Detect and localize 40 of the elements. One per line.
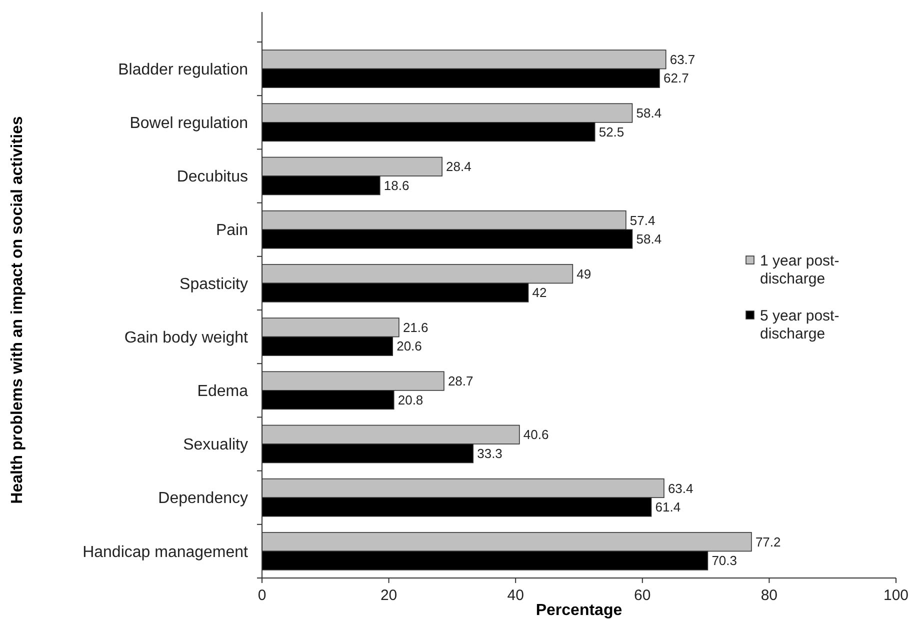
y-axis-title: Health problems with an impact on social activities bbox=[9, 116, 26, 504]
x-tick-label: 20 bbox=[380, 587, 398, 604]
data-label: 28.7 bbox=[448, 374, 474, 389]
x-tick-label: 60 bbox=[634, 587, 651, 604]
data-label: 33.3 bbox=[477, 446, 502, 461]
x-tick-label: 100 bbox=[883, 587, 909, 604]
data-label: 28.4 bbox=[446, 159, 472, 174]
data-label: 20.8 bbox=[398, 392, 424, 408]
data-label: 57.4 bbox=[630, 212, 656, 228]
x-tick-label: 0 bbox=[258, 587, 266, 604]
legend-label: 1 year post-discharge bbox=[760, 252, 840, 288]
data-label: 49 bbox=[576, 266, 592, 282]
x-tick-label: 40 bbox=[507, 587, 524, 604]
y-tick-label: Gain body weight bbox=[124, 329, 249, 346]
x-axis-title: Percentage bbox=[536, 602, 622, 619]
y-tick-label: Decubitus bbox=[176, 168, 248, 186]
data-label: 18.6 bbox=[384, 178, 410, 193]
y-tick-label: Bowel regulation bbox=[130, 115, 248, 132]
y-tick-label: Bladder regulation bbox=[118, 61, 248, 78]
y-tick-label: Pain bbox=[216, 222, 248, 240]
x-tick-label: 80 bbox=[760, 587, 778, 604]
y-tick-label: Spasticity bbox=[180, 276, 248, 293]
y-tick-label: Handicap management bbox=[82, 544, 249, 561]
data-label: 61.4 bbox=[655, 500, 681, 515]
data-label: 21.6 bbox=[402, 320, 428, 335]
data-label: 42 bbox=[532, 285, 547, 300]
y-tick-label: Dependency bbox=[158, 490, 248, 508]
data-label: 63.7 bbox=[670, 52, 696, 67]
data-label: 62.7 bbox=[664, 70, 689, 86]
data-label: 63.4 bbox=[668, 480, 694, 496]
data-label: 77.2 bbox=[755, 534, 781, 550]
data-label: 40.6 bbox=[523, 427, 549, 442]
data-label: 20.6 bbox=[396, 338, 422, 354]
data-label: 58.4 bbox=[636, 106, 662, 121]
legend-label: 5 year post-discharge bbox=[760, 307, 840, 342]
y-tick-label: Edema bbox=[197, 383, 248, 400]
data-label: 58.4 bbox=[636, 232, 662, 247]
y-tick-label: Sexuality bbox=[183, 436, 248, 454]
data-label: 70.3 bbox=[712, 553, 738, 568]
data-label: 52.5 bbox=[598, 124, 624, 140]
